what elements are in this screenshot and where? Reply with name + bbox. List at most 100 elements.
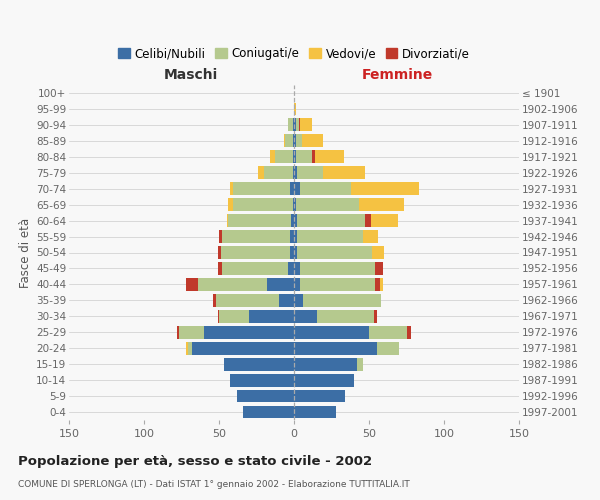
Bar [299, 118, 300, 132]
Bar [407, 326, 411, 338]
Bar [290, 182, 294, 195]
Bar [275, 150, 293, 163]
Legend: Celibi/Nubili, Coniugati/e, Vedovi/e, Divorziati/e: Celibi/Nubili, Coniugati/e, Vedovi/e, Di… [118, 48, 470, 60]
Bar [363, 230, 378, 243]
Bar [186, 278, 198, 291]
Bar [187, 342, 192, 354]
Bar [294, 246, 297, 259]
Bar [312, 150, 315, 163]
Bar [227, 214, 228, 227]
Bar [302, 134, 323, 147]
Bar [377, 342, 399, 354]
Bar [300, 118, 312, 132]
Bar [294, 214, 297, 227]
Bar [186, 342, 187, 354]
Bar [372, 246, 384, 259]
Bar [216, 294, 279, 306]
Bar [294, 278, 300, 291]
Bar [297, 230, 363, 243]
Bar [222, 262, 288, 275]
Bar [293, 118, 294, 132]
Bar [177, 326, 179, 338]
Bar [375, 262, 383, 275]
Bar [243, 406, 294, 418]
Y-axis label: Fasce di età: Fasce di età [19, 218, 32, 288]
Bar [359, 198, 404, 211]
Bar [221, 246, 290, 259]
Bar [373, 310, 377, 322]
Bar [375, 278, 380, 291]
Bar [218, 246, 221, 259]
Bar [300, 278, 375, 291]
Bar [219, 230, 222, 243]
Bar [290, 230, 294, 243]
Bar [294, 166, 297, 179]
Bar [294, 230, 297, 243]
Bar [315, 150, 343, 163]
Bar [297, 166, 323, 179]
Bar [284, 134, 285, 147]
Bar [249, 310, 294, 322]
Bar [297, 214, 365, 227]
Bar [380, 278, 383, 291]
Bar [218, 262, 222, 275]
Bar [293, 150, 294, 163]
Bar [233, 198, 293, 211]
Bar [270, 150, 275, 163]
Y-axis label: Anni di nascita: Anni di nascita [598, 209, 600, 296]
Text: COMUNE DI SPERLONGA (LT) - Dati ISTAT 1° gennaio 2002 - Elaborazione TUTTITALIA.: COMUNE DI SPERLONGA (LT) - Dati ISTAT 1°… [18, 480, 410, 489]
Bar [296, 118, 299, 132]
Bar [192, 342, 294, 354]
Bar [294, 134, 296, 147]
Bar [297, 246, 372, 259]
Bar [294, 326, 369, 338]
Bar [303, 294, 381, 306]
Bar [279, 294, 294, 306]
Bar [233, 182, 290, 195]
Bar [229, 182, 233, 195]
Text: Femmine: Femmine [362, 68, 433, 82]
Bar [294, 150, 296, 163]
Bar [294, 198, 296, 211]
Bar [237, 390, 294, 402]
Bar [294, 342, 377, 354]
Bar [351, 182, 419, 195]
Bar [294, 358, 357, 370]
Bar [222, 230, 290, 243]
Bar [228, 214, 291, 227]
Bar [300, 182, 351, 195]
Bar [294, 182, 300, 195]
Bar [219, 310, 249, 322]
Bar [264, 166, 293, 179]
Bar [229, 374, 294, 386]
Bar [294, 262, 300, 275]
Bar [294, 118, 296, 132]
Bar [290, 246, 294, 259]
Bar [218, 310, 219, 322]
Bar [293, 134, 294, 147]
Bar [213, 294, 216, 306]
Bar [267, 278, 294, 291]
Text: Maschi: Maschi [163, 68, 218, 82]
Bar [294, 390, 345, 402]
Bar [293, 198, 294, 211]
Bar [296, 198, 359, 211]
Bar [294, 310, 317, 322]
Bar [198, 278, 267, 291]
Bar [288, 262, 294, 275]
Bar [296, 134, 302, 147]
Text: Popolazione per età, sesso e stato civile - 2002: Popolazione per età, sesso e stato civil… [18, 455, 372, 468]
Bar [288, 118, 293, 132]
Bar [204, 326, 294, 338]
Bar [291, 214, 294, 227]
Bar [294, 102, 296, 116]
Bar [223, 358, 294, 370]
Bar [369, 326, 407, 338]
Bar [294, 406, 336, 418]
Bar [371, 214, 398, 227]
Bar [317, 310, 373, 322]
Bar [179, 326, 204, 338]
Bar [285, 134, 293, 147]
Bar [365, 214, 371, 227]
Bar [323, 166, 365, 179]
